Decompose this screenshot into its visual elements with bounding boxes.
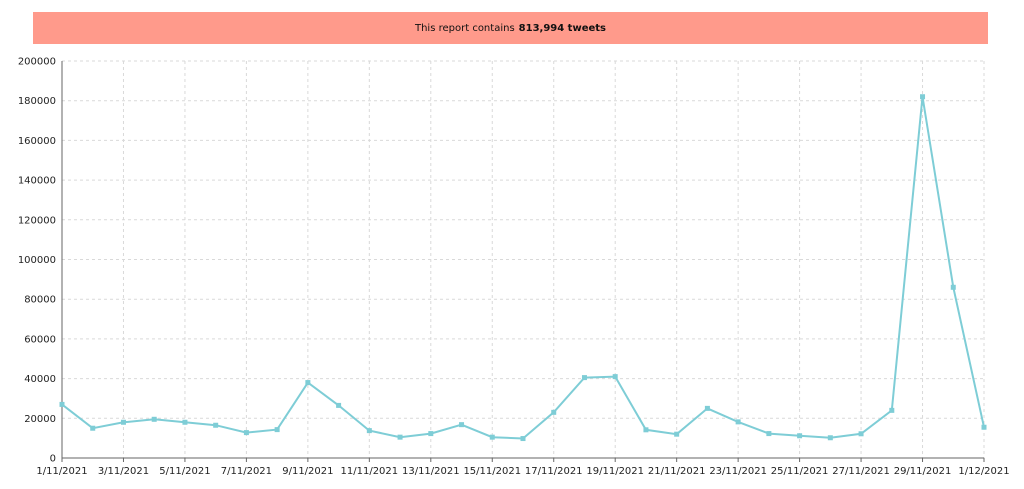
y-tick-label: 160000 (18, 136, 56, 147)
x-tick-label: 21/11/2021 (648, 466, 706, 477)
data-point (182, 419, 188, 425)
data-point (489, 434, 495, 440)
x-tick-label: 5/11/2021 (159, 466, 210, 477)
data-point (59, 401, 65, 407)
data-point (797, 433, 803, 439)
data-point (274, 427, 280, 433)
data-point (827, 435, 833, 441)
x-tick-label: 17/11/2021 (525, 466, 583, 477)
data-point (612, 374, 618, 380)
x-tick-label: 3/11/2021 (98, 466, 149, 477)
y-tick-label: 40000 (24, 374, 56, 385)
x-tick-label: 1/12/2021 (958, 466, 1009, 477)
x-tick-label: 11/11/2021 (341, 466, 399, 477)
y-tick-label: 20000 (24, 414, 56, 425)
tweet-count: 813,994 tweets (518, 22, 606, 34)
data-point (366, 428, 372, 434)
data-point (950, 284, 956, 290)
y-tick-label: 0 (50, 454, 56, 465)
x-tick-label: 23/11/2021 (709, 466, 767, 477)
data-point (766, 431, 772, 437)
data-point (336, 402, 342, 408)
data-point (397, 434, 403, 440)
series-line (61, 96, 985, 440)
data-point (643, 427, 649, 433)
data-point (305, 380, 311, 386)
data-point (581, 375, 587, 381)
report-banner: This report contains 813,994 tweets (33, 12, 988, 44)
data-point (243, 430, 249, 436)
x-tick-label: 29/11/2021 (894, 466, 952, 477)
data-point (551, 409, 557, 415)
data-point (981, 424, 987, 430)
data-point (428, 431, 434, 437)
x-tick-label: 19/11/2021 (586, 466, 644, 477)
y-tick-label: 120000 (18, 215, 56, 226)
y-tick-label: 80000 (24, 295, 56, 306)
x-tick-label: 7/11/2021 (221, 466, 272, 477)
data-point (920, 94, 926, 100)
banner-text: This report contains (414, 22, 515, 34)
data-point (520, 436, 526, 442)
data-point (735, 419, 741, 425)
data-point (704, 405, 710, 411)
data-point (459, 422, 465, 428)
data-point (889, 407, 895, 413)
x-tick-label: 27/11/2021 (832, 466, 890, 477)
y-tick-label: 60000 (24, 334, 56, 345)
x-tick-label: 25/11/2021 (771, 466, 829, 477)
y-tick-label: 200000 (18, 57, 56, 68)
data-point (858, 431, 864, 437)
data-point (213, 422, 219, 428)
data-point (151, 416, 157, 422)
x-tick-label: 15/11/2021 (463, 466, 521, 477)
data-point (674, 431, 680, 437)
data-point (90, 425, 96, 431)
x-tick-label: 9/11/2021 (282, 466, 333, 477)
y-tick-label: 180000 (18, 96, 56, 107)
x-tick-label: 1/11/2021 (36, 466, 87, 477)
x-tick-label: 13/11/2021 (402, 466, 460, 477)
y-tick-label: 140000 (18, 176, 56, 187)
data-point (120, 419, 126, 425)
y-tick-label: 100000 (18, 255, 56, 266)
